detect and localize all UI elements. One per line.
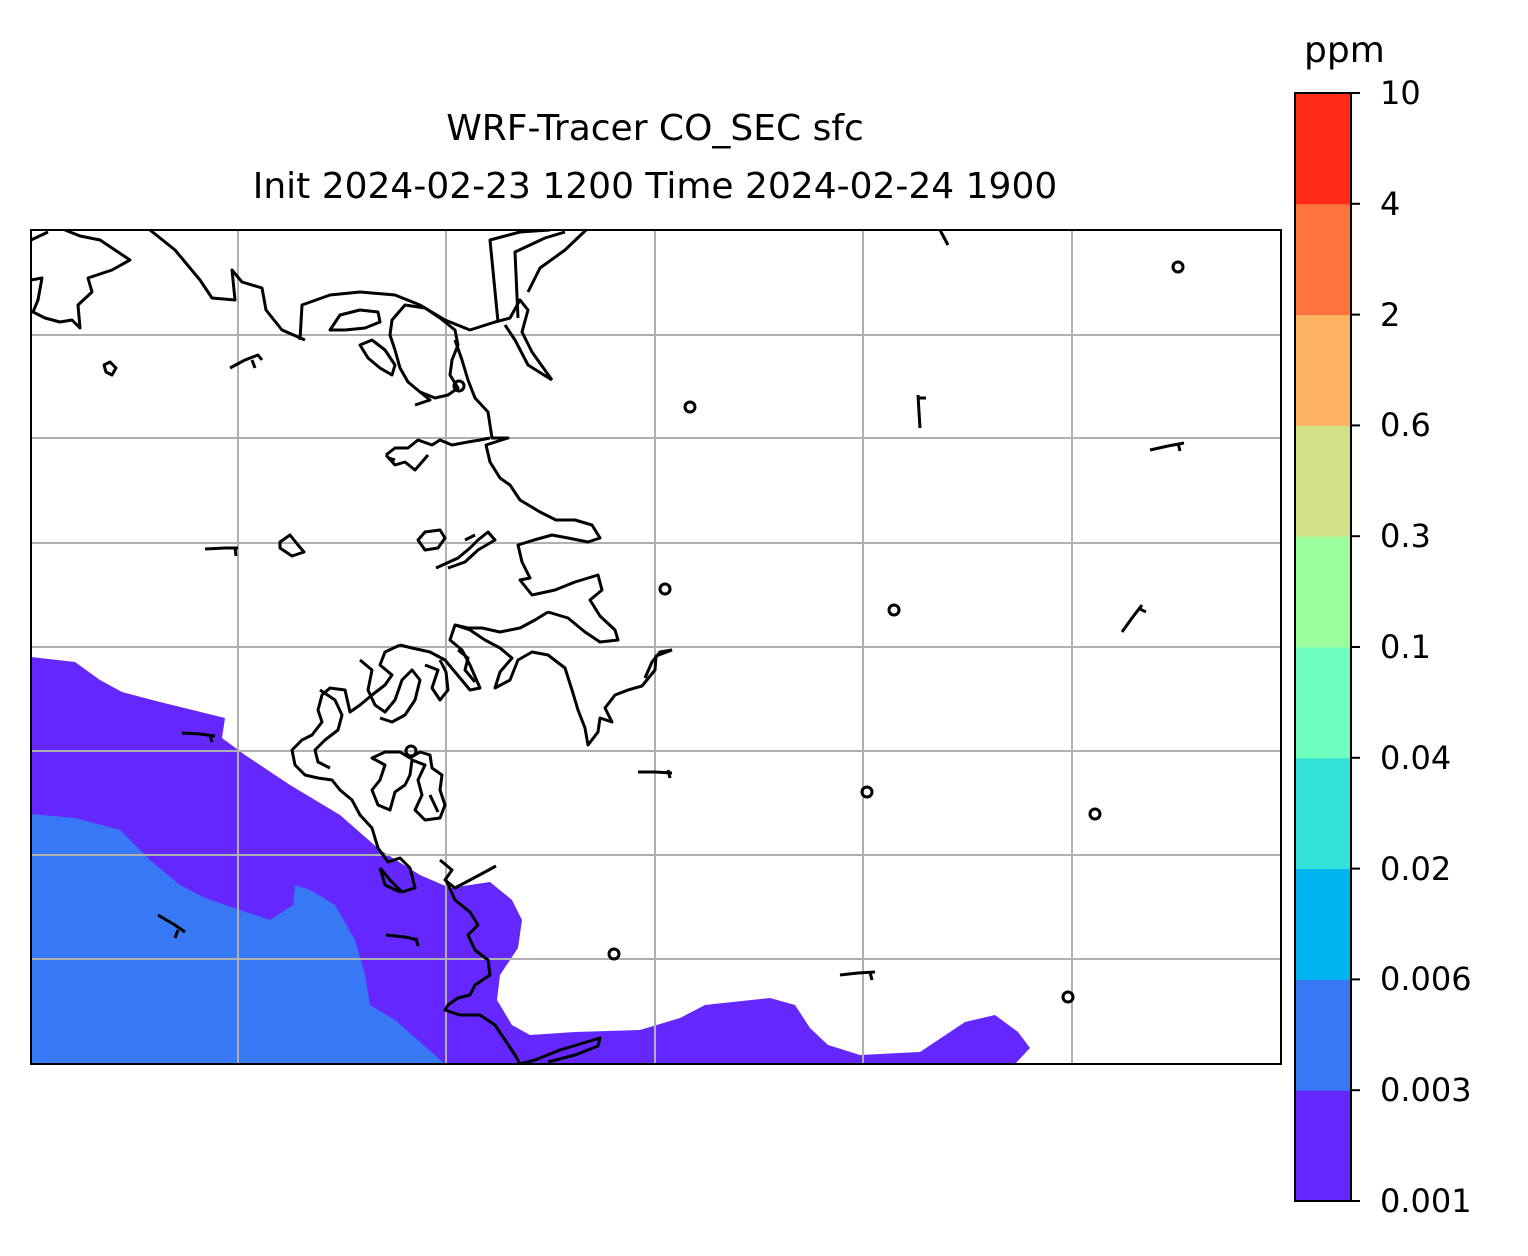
colorbar-unit-label: ppm: [1304, 30, 1385, 71]
colorbar-segment-0: [1295, 1090, 1351, 1202]
colorbar-tick-label: 0.006: [1380, 960, 1472, 999]
coastlines: [31, 230, 1185, 1064]
colorbar-segment-4: [1295, 647, 1351, 759]
map-frame: [30, 229, 1282, 1065]
colorbar-tick-label: 0.003: [1380, 1071, 1472, 1110]
colorbar-tick-label: 2: [1380, 295, 1401, 334]
colorbar-segment-2: [1295, 868, 1351, 980]
colorbar-tick-label: 0.001: [1380, 1182, 1472, 1220]
map-title-line1: WRF-Tracer CO_SEC sfc: [446, 108, 864, 149]
map-title-line2: Init 2024-02-23 1200 Time 2024-02-24 190…: [252, 166, 1058, 207]
colorbar-tick-label: 10: [1380, 74, 1421, 112]
colorbar-segment-9: [1295, 93, 1351, 205]
colorbar-tick-label: 0.3: [1380, 517, 1431, 556]
colorbar-segment-7: [1295, 314, 1351, 426]
colorbar-segment-6: [1295, 425, 1351, 537]
colorbar-tick-label: 0.02: [1380, 849, 1452, 888]
gridlines: [31, 230, 1281, 1064]
colorbar-segment-3: [1295, 757, 1351, 870]
small-islands: [404, 260, 1185, 1004]
colorbar-segment-8: [1295, 203, 1351, 316]
colorbar-segment-5: [1295, 536, 1351, 648]
colorbar-tick-label: 0.04: [1380, 738, 1452, 777]
colorbar-tick-label: 0.6: [1380, 406, 1431, 445]
colorbar-segment-1: [1295, 979, 1351, 1091]
colorbar-tick-label: 4: [1380, 184, 1401, 223]
colorbar-tick-label: 0.1: [1380, 628, 1431, 666]
